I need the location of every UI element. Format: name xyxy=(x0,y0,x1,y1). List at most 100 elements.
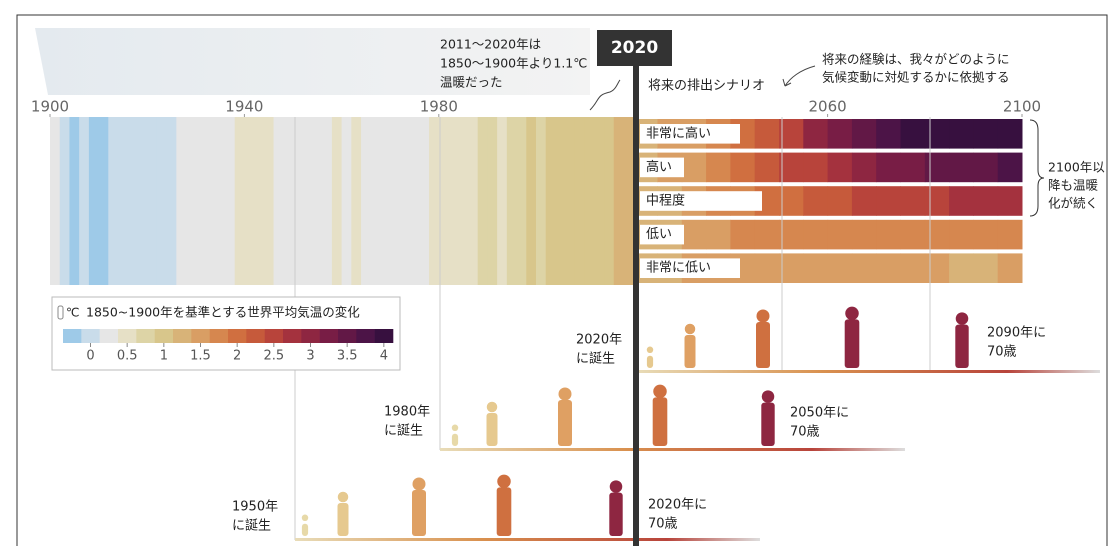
scenario-stripe xyxy=(924,119,950,149)
scenario-stripe xyxy=(827,219,853,250)
scenario-stripe xyxy=(876,186,901,216)
figure-body xyxy=(844,319,860,368)
annotations: 2020 2011～2020年は 1850～1900年より1.1℃ 温暖だった 将来の経… xyxy=(232,37,1105,534)
annotation: 1980年 xyxy=(384,405,430,420)
scenario-label-box xyxy=(640,224,684,245)
scenario-label: 中程度 xyxy=(646,193,685,209)
figure-body xyxy=(684,335,696,368)
legend-swatch xyxy=(118,329,137,343)
observed-stripe xyxy=(497,117,508,285)
scenario-stripe xyxy=(876,219,901,250)
annotation: 1950年 xyxy=(232,500,278,515)
legend-swatch xyxy=(228,329,247,343)
observed-stripe xyxy=(98,117,109,285)
scenario-stripe xyxy=(997,186,1023,216)
scenario-stripe xyxy=(973,119,999,149)
observed-stripe xyxy=(224,117,236,285)
legend-swatch xyxy=(63,329,82,343)
figure-head xyxy=(451,424,459,432)
observed-stripe xyxy=(127,117,138,285)
observed-stripe xyxy=(477,117,488,285)
observed-stripe xyxy=(419,117,430,285)
scenario-stripe xyxy=(754,119,780,149)
scenario-stripe xyxy=(997,253,1023,283)
legend-tick-label: 2.5 xyxy=(263,349,284,364)
figure-body xyxy=(451,433,459,446)
observed-stripe xyxy=(195,117,207,285)
figure-head xyxy=(301,514,309,522)
scenario-label: 高い xyxy=(646,159,672,175)
observed-stripe xyxy=(487,117,498,285)
observed-stripe xyxy=(79,117,90,285)
annotation: に誕生 xyxy=(384,424,423,439)
scenario-stripe xyxy=(997,219,1023,250)
scenario-stripe xyxy=(949,219,974,250)
scenario-stripe xyxy=(973,219,999,250)
annotation: 2100年以 xyxy=(1048,160,1105,175)
scenario-stripe xyxy=(900,219,926,250)
scenario-stripe xyxy=(973,253,999,283)
figure-head xyxy=(497,474,511,489)
annotation: 2020年に xyxy=(648,498,707,513)
scenario-stripe xyxy=(949,186,974,216)
scenario-stripe xyxy=(876,119,901,149)
scenario-stripe xyxy=(681,219,707,250)
legend-swatch xyxy=(136,329,155,343)
observed-stripe xyxy=(555,117,566,285)
scenario-stripe xyxy=(803,219,829,250)
scenario-stripe xyxy=(803,119,829,149)
scenario-stripe xyxy=(973,152,999,183)
scenario-label-box xyxy=(640,258,740,278)
observed-stripe xyxy=(341,117,352,285)
observed-stripe xyxy=(176,117,187,285)
observed-stripe xyxy=(118,117,129,285)
observed-stripe xyxy=(623,117,634,285)
annotation: 温暖だった xyxy=(440,75,503,90)
annotation: 2090年に xyxy=(987,326,1046,341)
observed-stripe xyxy=(254,117,265,285)
observed-stripe xyxy=(322,117,333,285)
legend-swatch xyxy=(191,329,210,343)
annotation: 70歳 xyxy=(987,345,1017,360)
scenario-stripe xyxy=(803,152,829,183)
annotation: 70歳 xyxy=(790,425,820,440)
observed-stripe xyxy=(516,117,527,285)
observed-stripe xyxy=(156,117,168,285)
scenario-stripe xyxy=(900,119,926,149)
scenario-stripe xyxy=(900,186,926,216)
observed-stripe xyxy=(312,117,323,285)
legend-swatch xyxy=(81,329,100,343)
observed-stripe xyxy=(574,117,586,285)
legend-swatch xyxy=(173,329,192,343)
scenario-stripe xyxy=(827,119,853,149)
scenario-stripe xyxy=(876,152,901,183)
legend-tick-label: 4 xyxy=(380,349,388,364)
scenario-stripe xyxy=(779,219,804,250)
now-line xyxy=(633,38,639,546)
annotation: 化が続く xyxy=(1048,196,1098,211)
figure-head xyxy=(412,477,426,491)
figure-head xyxy=(653,384,667,399)
scenario-stripe xyxy=(706,152,731,183)
thermometer xyxy=(57,305,64,320)
legend-tick-label: 0.5 xyxy=(117,349,138,364)
header-band xyxy=(35,28,590,95)
scenario-stripe xyxy=(924,219,950,250)
scenario-stripe xyxy=(681,152,707,183)
life-line xyxy=(636,370,1100,373)
scenario-stripe xyxy=(900,152,926,183)
scenario-label: 非常に高い xyxy=(646,125,711,141)
observed-stripe xyxy=(409,117,420,285)
figure-body xyxy=(761,402,775,446)
scenario-stripe xyxy=(949,152,974,183)
annotation: 2011～2020年は xyxy=(440,37,541,52)
legend-tick-label: 3 xyxy=(306,349,314,364)
annotation: に誕生 xyxy=(576,352,615,367)
figure-body xyxy=(337,503,349,536)
observed-stripe xyxy=(50,117,61,285)
observed-stripe xyxy=(351,117,362,285)
legend-swatch xyxy=(374,329,394,343)
scenario-title: 将来の排出シナリオ xyxy=(648,79,765,94)
annotation: 降も温暖 xyxy=(1048,178,1099,193)
observed-stripe xyxy=(380,117,391,285)
